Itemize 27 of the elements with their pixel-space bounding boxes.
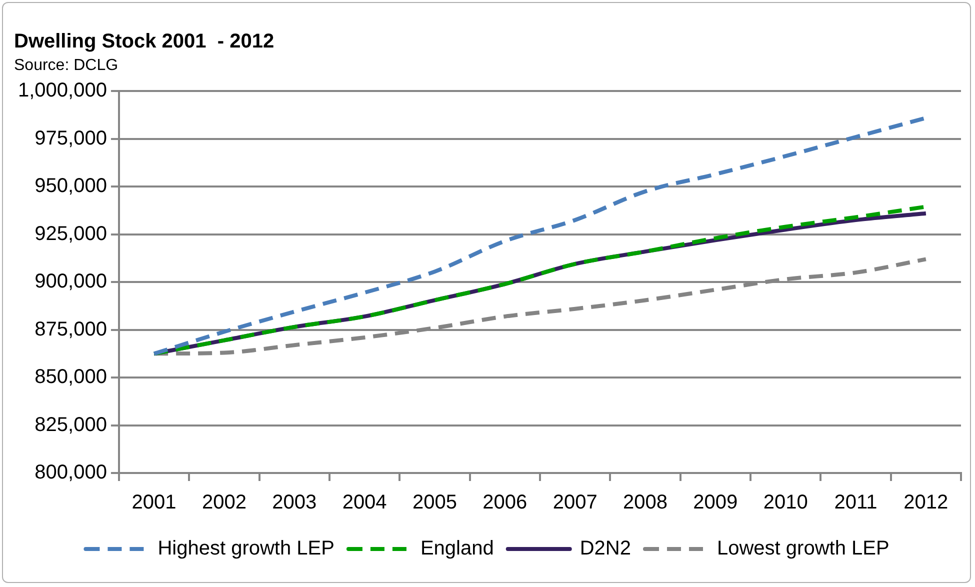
- legend-label: D2N2: [580, 538, 631, 560]
- chart-title: Dwelling Stock 2001 - 2012: [14, 30, 274, 53]
- x-tick-label: 2003: [272, 492, 317, 514]
- y-tick-label: 950,000: [34, 175, 107, 198]
- legend-label: England: [420, 538, 494, 560]
- x-tick-label: 2001: [132, 492, 176, 514]
- x-tick-label: 2007: [552, 492, 598, 514]
- x-tick-label: 2002: [202, 492, 246, 514]
- y-tick-label: 825,000: [34, 414, 107, 436]
- y-tick-label: 850,000: [34, 366, 107, 388]
- y-tick-label: 875,000: [34, 318, 107, 340]
- x-tick-label: 2006: [482, 492, 528, 514]
- x-tick-label: 2005: [412, 492, 457, 514]
- y-tick-label: 800,000: [34, 462, 107, 484]
- x-tick-label: 2004: [342, 492, 387, 514]
- x-tick-label: 2009: [693, 492, 738, 514]
- chart-subtitle: Source: DCLG: [14, 57, 118, 74]
- y-tick-label: 925,000: [34, 222, 107, 245]
- y-tick-label: 975,000: [34, 127, 107, 150]
- x-tick-label: 2010: [763, 492, 808, 514]
- legend-label: Highest growth LEP: [158, 538, 334, 560]
- y-tick-label: 900,000: [34, 270, 107, 293]
- x-tick-label: 2012: [904, 492, 948, 514]
- x-tick-label: 2011: [834, 492, 878, 514]
- y-tick-label: 1,000,000: [18, 80, 107, 102]
- x-tick-label: 2008: [622, 492, 668, 514]
- legend-label: Lowest growth LEP: [716, 538, 890, 560]
